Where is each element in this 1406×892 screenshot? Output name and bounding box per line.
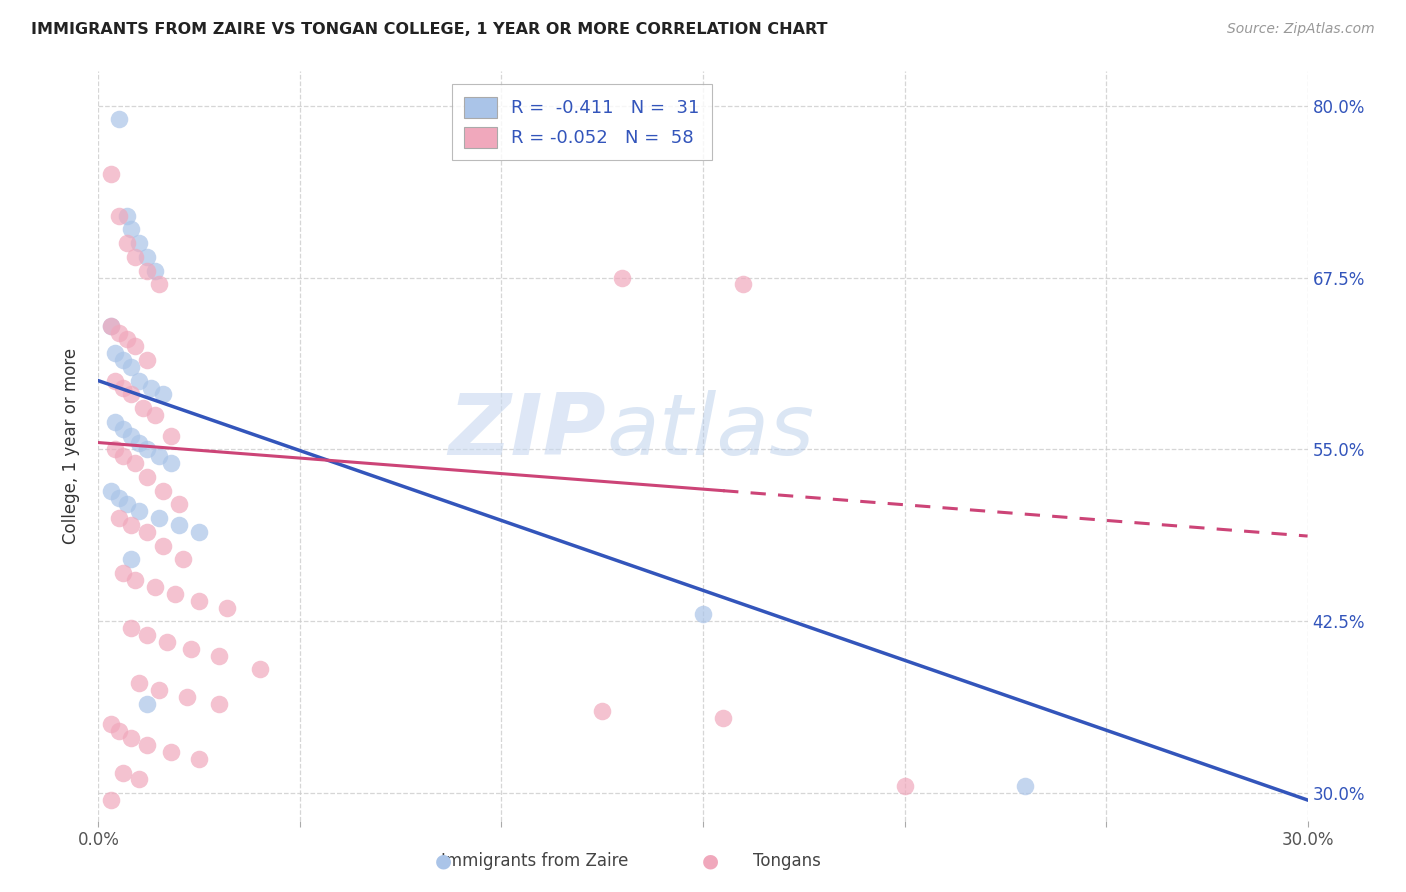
- Point: [103, 415, 125, 429]
- Point: [148, 277, 170, 292]
- Point: [111, 765, 134, 780]
- Point: [135, 524, 157, 539]
- Point: [128, 236, 150, 251]
- Point: [135, 353, 157, 368]
- Point: [115, 209, 138, 223]
- Point: [111, 422, 134, 436]
- Point: [107, 491, 129, 505]
- Point: [249, 662, 271, 676]
- Point: [167, 518, 190, 533]
- Point: [107, 112, 129, 127]
- Point: [152, 387, 174, 401]
- Point: [167, 498, 190, 512]
- Point: [135, 697, 157, 711]
- Point: [103, 374, 125, 388]
- Point: [120, 731, 142, 746]
- Point: [208, 648, 231, 663]
- Text: Source: ZipAtlas.com: Source: ZipAtlas.com: [1227, 22, 1375, 37]
- Point: [100, 717, 122, 731]
- Point: [107, 724, 129, 739]
- Point: [188, 524, 211, 539]
- Point: [100, 318, 122, 333]
- Point: [135, 628, 157, 642]
- Point: [188, 593, 211, 607]
- Point: [148, 511, 170, 525]
- Point: [120, 552, 142, 566]
- Point: [120, 428, 142, 442]
- Text: IMMIGRANTS FROM ZAIRE VS TONGAN COLLEGE, 1 YEAR OR MORE CORRELATION CHART: IMMIGRANTS FROM ZAIRE VS TONGAN COLLEGE,…: [31, 22, 828, 37]
- Legend: R =  -0.411   N =  31, R = -0.052   N =  58: R = -0.411 N = 31, R = -0.052 N = 58: [451, 84, 713, 161]
- Point: [128, 374, 150, 388]
- Point: [120, 621, 142, 635]
- Point: [107, 326, 129, 340]
- Point: [143, 408, 166, 422]
- Point: [591, 704, 613, 718]
- Point: [135, 250, 157, 264]
- Point: [208, 697, 231, 711]
- Point: [160, 456, 183, 470]
- Text: ●: ●: [702, 851, 718, 871]
- Point: [103, 442, 125, 457]
- Point: [100, 483, 122, 498]
- Point: [217, 600, 239, 615]
- Point: [120, 518, 142, 533]
- Point: [128, 772, 150, 787]
- Text: ●: ●: [434, 851, 451, 871]
- Point: [135, 470, 157, 484]
- Point: [143, 580, 166, 594]
- Point: [163, 587, 186, 601]
- Point: [100, 793, 122, 807]
- Point: [103, 346, 125, 360]
- Point: [711, 710, 734, 724]
- Point: [120, 359, 142, 374]
- Point: [172, 552, 194, 566]
- Point: [124, 456, 146, 470]
- Point: [107, 209, 129, 223]
- Point: [135, 738, 157, 752]
- Point: [156, 635, 179, 649]
- Text: Immigrants from Zaire: Immigrants from Zaire: [440, 852, 628, 870]
- Text: ZIP: ZIP: [449, 390, 606, 473]
- Point: [188, 752, 211, 766]
- Point: [100, 168, 122, 182]
- Point: [124, 573, 146, 587]
- Point: [128, 504, 150, 518]
- Point: [893, 779, 915, 793]
- Point: [111, 380, 134, 394]
- Point: [111, 450, 134, 464]
- Point: [100, 318, 122, 333]
- Point: [152, 483, 174, 498]
- Point: [180, 641, 202, 656]
- Point: [160, 745, 183, 759]
- Point: [148, 450, 170, 464]
- Text: Tongans: Tongans: [754, 852, 821, 870]
- Point: [1014, 779, 1036, 793]
- Point: [160, 428, 183, 442]
- Point: [132, 401, 155, 416]
- Point: [152, 539, 174, 553]
- Point: [111, 353, 134, 368]
- Point: [124, 339, 146, 353]
- Point: [176, 690, 198, 704]
- Point: [120, 222, 142, 236]
- Y-axis label: College, 1 year or more: College, 1 year or more: [62, 348, 80, 544]
- Point: [128, 435, 150, 450]
- Point: [115, 333, 138, 347]
- Point: [135, 442, 157, 457]
- Point: [692, 607, 714, 622]
- Point: [143, 263, 166, 277]
- Point: [612, 270, 634, 285]
- Point: [120, 387, 142, 401]
- Point: [107, 511, 129, 525]
- Point: [124, 250, 146, 264]
- Point: [111, 566, 134, 581]
- Point: [115, 236, 138, 251]
- Point: [135, 263, 157, 277]
- Point: [733, 277, 755, 292]
- Point: [139, 380, 162, 394]
- Point: [115, 498, 138, 512]
- Point: [128, 676, 150, 690]
- Text: atlas: atlas: [606, 390, 814, 473]
- Point: [148, 683, 170, 698]
